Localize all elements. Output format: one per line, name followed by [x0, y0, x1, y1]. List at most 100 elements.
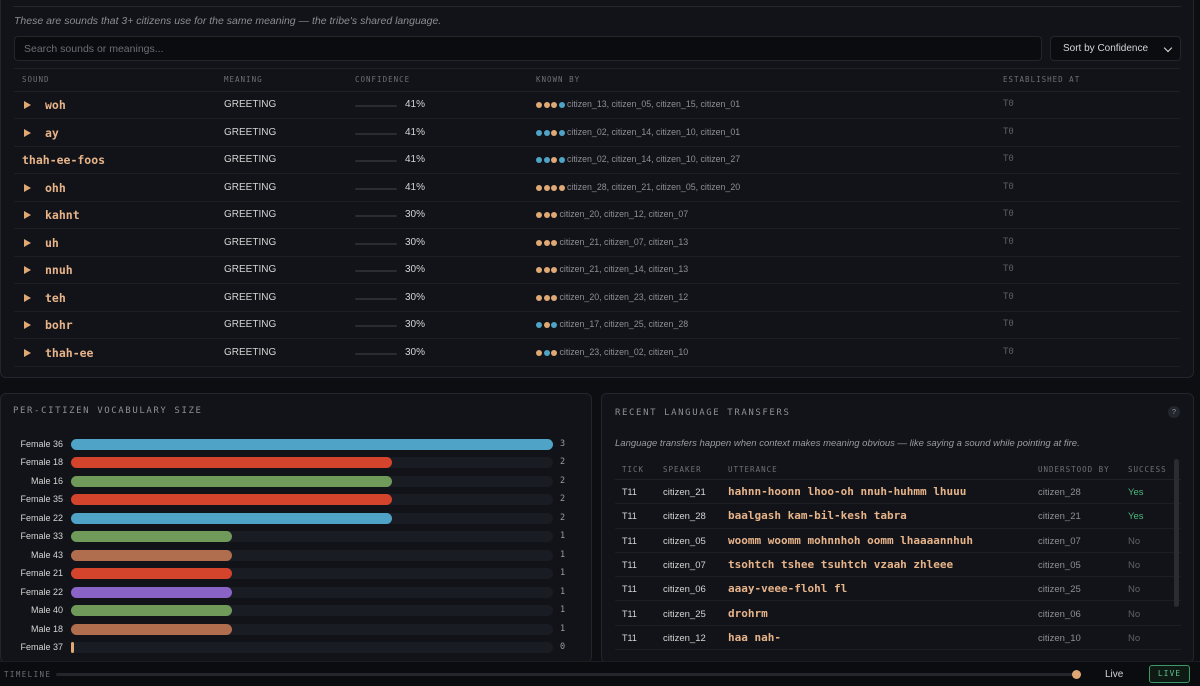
sound-text: thah-ee — [45, 345, 94, 360]
known-by-text: citizen_02, citizen_14, citizen_10, citi… — [567, 126, 741, 137]
vocab-bar-track — [71, 531, 553, 543]
citizen-dot — [551, 322, 557, 328]
confidence-percent: 41% — [405, 126, 426, 138]
confidence-percent: 30% — [405, 264, 426, 275]
transfers-scrollbar[interactable] — [1174, 459, 1179, 607]
utterance-text: haa nah- — [728, 630, 781, 644]
established-tick: T0 — [1003, 319, 1014, 329]
citizen-dot — [543, 157, 550, 163]
understood-by-text: citizen_25 — [1038, 584, 1081, 596]
transfer-row: T11 citizen_07 tsohtch tshee tsuhtch vzaah… — [615, 553, 1181, 578]
vocab-row: Female 36 3 — [1, 435, 591, 453]
sound-text: woh — [45, 98, 66, 112]
known-by-dots — [536, 157, 565, 164]
column-header-known-by[interactable]: KNOWN BY — [536, 75, 581, 84]
play-icon[interactable] — [24, 238, 31, 247]
meaning-text: GREETING — [224, 126, 277, 138]
vocab-count: 2 — [560, 457, 566, 468]
vocab-bar — [71, 586, 232, 598]
play-icon[interactable] — [24, 128, 31, 137]
vocab-count: 1 — [560, 623, 566, 634]
citizen-dot — [536, 184, 542, 191]
known-by-text: citizen_21, citizen_14, citizen_13 — [559, 264, 689, 274]
column-header-meaning[interactable]: MEANING — [224, 75, 263, 84]
confidence-percent: 41% — [405, 99, 426, 110]
confidence-percent: 41% — [405, 181, 426, 193]
utterance-text: hahnn-hoonn lhoo-oh nnuh-huhmm lhuuu — [728, 485, 967, 498]
meaning-text: GREETING — [224, 346, 277, 358]
known-by-text: citizen_20, citizen_23, citizen_12 — [559, 291, 689, 302]
column-header-tick: TICK — [622, 465, 645, 474]
play-icon[interactable] — [24, 211, 31, 219]
citizen-label: Female 33 — [20, 531, 63, 542]
utterance-text: baalgash kam-bil-kesh tabra — [728, 509, 907, 523]
vocab-count: 1 — [560, 586, 566, 597]
timeline-slider-track[interactable] — [56, 673, 1076, 676]
speaker-text: citizen_06 — [663, 584, 706, 596]
confidence-bar — [355, 105, 397, 107]
column-header-sound[interactable]: SOUND — [22, 75, 50, 84]
vocabulary-size-panel: PER-CITIZEN VOCABULARY SIZE Female 36 3 Fe… — [0, 393, 592, 663]
confidence-bar — [355, 352, 397, 355]
citizen-label: Male 40 — [30, 605, 63, 616]
vocab-row: Female 21 1 — [1, 564, 591, 582]
play-icon[interactable] — [24, 183, 31, 192]
sort-select[interactable]: Sort by Confidence — [1050, 36, 1181, 61]
column-header-confidence[interactable]: CONFIDENCE — [355, 75, 411, 84]
known-by-text: citizen_21, citizen_07, citizen_13 — [559, 236, 689, 247]
play-icon[interactable] — [24, 348, 31, 357]
established-tick: T0 — [1003, 236, 1014, 247]
vocab-row: Female 22 2 — [1, 509, 591, 527]
understood-by-text: citizen_05 — [1038, 559, 1081, 571]
citizen-dot — [536, 322, 542, 328]
success-status: No — [1128, 608, 1141, 620]
tick-text: T11 — [622, 584, 637, 595]
utterance-text: tsohtch tshee tsuhtch vzaah zhleee — [728, 557, 954, 571]
vocab-bar — [71, 512, 393, 524]
vocab-bar — [71, 641, 74, 653]
vocab-row: Female 22 1 — [1, 583, 591, 601]
play-icon[interactable] — [24, 321, 31, 329]
play-icon[interactable] — [24, 293, 31, 302]
sound-text: teh — [45, 290, 66, 305]
timeline-label: TIMELINE — [4, 670, 52, 679]
vocab-count: 1 — [560, 549, 566, 560]
success-status: No — [1128, 584, 1141, 596]
confidence-percent: 30% — [405, 236, 426, 248]
column-header-established-at[interactable]: ESTABLISHED AT — [1003, 75, 1081, 84]
known-by-text: citizen_02, citizen_14, citizen_10, citi… — [567, 154, 741, 164]
citizen-label: Female 18 — [20, 457, 63, 468]
sound-text: uh — [45, 235, 59, 250]
timeline-slider-handle[interactable] — [1072, 670, 1081, 679]
confidence-percent: 41% — [405, 154, 426, 165]
vocab-bar-track — [71, 457, 553, 469]
lexicon-row: teh GREETING 30% citizen_20, citizen_23, ci… — [14, 285, 1180, 312]
tick-text: T11 — [622, 559, 637, 570]
citizen-dot — [536, 267, 542, 273]
success-status: No — [1128, 632, 1141, 644]
vocab-row: Male 18 1 — [1, 620, 591, 638]
timeline-bar: TIMELINE Live LIVE — [0, 661, 1200, 686]
citizen-dot — [551, 129, 557, 136]
understood-by-text: citizen_07 — [1038, 535, 1081, 547]
play-icon[interactable] — [24, 266, 31, 274]
vocab-row: Female 37 0 — [1, 638, 591, 656]
vocab-count: 0 — [560, 641, 566, 652]
known-by-text: citizen_17, citizen_25, citizen_28 — [559, 319, 689, 329]
search-input[interactable] — [14, 36, 1042, 61]
success-status: No — [1128, 535, 1141, 547]
vocab-bar-track — [71, 512, 553, 524]
citizen-dot — [551, 349, 557, 356]
known-by-text: citizen_20, citizen_12, citizen_07 — [559, 209, 689, 219]
live-button[interactable]: LIVE — [1149, 665, 1190, 683]
known-by-dots — [536, 239, 557, 247]
success-status: No — [1128, 559, 1141, 571]
help-icon[interactable]: ? — [1168, 406, 1180, 418]
established-tick: T0 — [1003, 346, 1014, 357]
play-icon[interactable] — [24, 101, 31, 109]
established-tick: T0 — [1003, 99, 1014, 109]
understood-by-text: citizen_06 — [1038, 608, 1081, 620]
vocab-bar — [71, 623, 232, 635]
speaker-text: citizen_28 — [663, 511, 706, 523]
vocab-count: 2 — [560, 512, 566, 523]
